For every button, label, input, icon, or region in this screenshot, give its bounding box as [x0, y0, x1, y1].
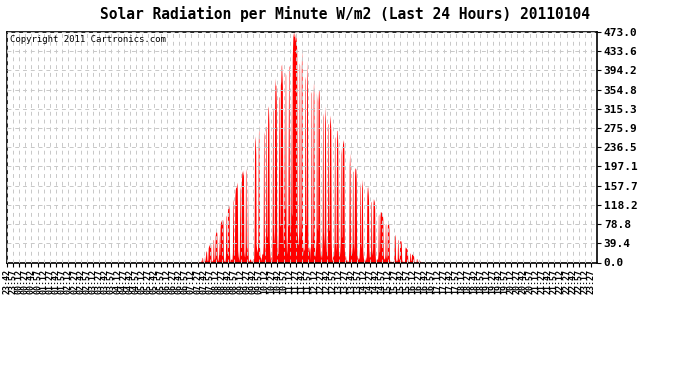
Text: Copyright 2011 Cartronics.com: Copyright 2011 Cartronics.com: [10, 35, 166, 44]
Text: Solar Radiation per Minute W/m2 (Last 24 Hours) 20110104: Solar Radiation per Minute W/m2 (Last 24…: [100, 6, 590, 22]
